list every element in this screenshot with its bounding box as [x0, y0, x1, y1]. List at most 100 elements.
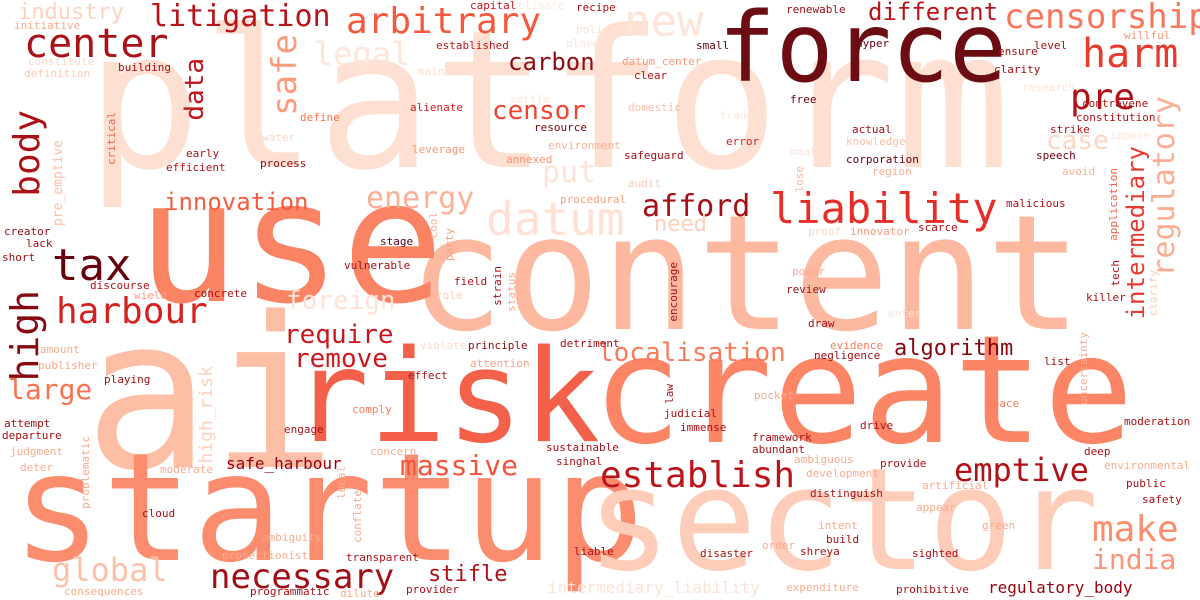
word: liable [574, 545, 614, 558]
word: consequences [64, 585, 144, 598]
word: killer [1086, 291, 1126, 304]
word: enter [888, 307, 922, 320]
word: constitute [28, 55, 95, 68]
word: status [505, 272, 518, 312]
word: maintain [418, 65, 471, 78]
word: lack [26, 237, 53, 250]
word: attention [470, 357, 530, 370]
word: create [592, 304, 1134, 478]
word: appear [916, 501, 956, 514]
word: define [300, 111, 340, 124]
word: deep [1084, 445, 1111, 458]
word: avoid [1062, 165, 1096, 178]
word: censor [492, 96, 586, 126]
word: power [792, 265, 826, 278]
word: negligence [814, 349, 881, 362]
word: ambiguity [262, 531, 322, 544]
word: initiative [14, 19, 81, 32]
word: industry [18, 0, 124, 25]
word: india [1092, 543, 1177, 576]
word: audit [628, 177, 662, 190]
word: policy [576, 23, 616, 36]
word: law [663, 384, 676, 404]
word: framework [752, 431, 812, 444]
word: censorship [1004, 0, 1200, 37]
word: prohibitive [896, 583, 969, 596]
word: wield [134, 289, 168, 302]
word: intermediary [1122, 146, 1150, 320]
word: local [335, 466, 348, 500]
word: efficient [166, 161, 226, 174]
word: cloud [142, 507, 176, 520]
word: problematic [79, 436, 92, 509]
word: green [982, 519, 1016, 532]
word: settle [510, 93, 550, 106]
word: concrete [194, 287, 247, 300]
word: concern [370, 445, 417, 458]
word: drive [860, 419, 894, 432]
word: moderate [160, 463, 213, 476]
word: knowledge [846, 135, 906, 148]
word: effect [408, 369, 448, 382]
word: procedural [560, 193, 627, 206]
word: level [1034, 39, 1068, 52]
word: constitution [1076, 111, 1156, 124]
word: sustainable [546, 441, 619, 454]
word: clarity [994, 63, 1041, 76]
word: definition [24, 67, 91, 80]
word: immense [680, 421, 727, 434]
word: engage [284, 423, 324, 436]
word: judgment [10, 445, 63, 458]
word: sector [586, 438, 1099, 600]
word: tax [52, 240, 132, 291]
word: climate [518, 0, 565, 12]
word: review [786, 283, 826, 296]
word: high_risk [196, 366, 217, 464]
word: amount [40, 343, 80, 356]
word: discourse [90, 279, 150, 292]
word: player [566, 37, 606, 50]
word: party [443, 228, 456, 262]
word: abundant [752, 443, 805, 456]
word: malicious [1006, 197, 1066, 210]
word: detriment [560, 337, 620, 350]
word: clear [634, 69, 668, 82]
word: provider [406, 583, 459, 596]
word: shreya [800, 545, 840, 558]
word: ensure [998, 45, 1038, 58]
word: global [52, 551, 168, 589]
word: disaster [700, 547, 753, 560]
word: need [654, 212, 707, 237]
word: platform [86, 0, 1011, 213]
word: violate [420, 339, 467, 352]
word: lose [793, 166, 806, 193]
word: proof [808, 225, 842, 238]
word: provide [880, 457, 927, 470]
word: body [7, 110, 48, 197]
word: algorithm [894, 336, 1014, 361]
word: capital [470, 0, 517, 12]
word: publisher [38, 359, 98, 372]
word: water [262, 131, 296, 144]
word: expenditure [786, 581, 859, 594]
word: scarce [918, 221, 958, 234]
word: necessary [210, 557, 395, 597]
word: startup [12, 422, 645, 596]
word: safe_harbour [226, 454, 342, 473]
word: localisation [598, 338, 786, 368]
word: corporation [846, 153, 919, 166]
word: domestic [628, 101, 681, 114]
word: dilute [340, 587, 380, 600]
word: field [454, 275, 488, 288]
word: safe [265, 34, 305, 116]
word: departure [2, 429, 62, 442]
word: energy [366, 181, 475, 216]
word: use [137, 144, 445, 342]
word: clarify [1147, 270, 1160, 317]
word: contravene [1082, 97, 1149, 110]
word: encourage [667, 262, 680, 322]
word: development [806, 467, 879, 480]
word: datum [486, 192, 625, 246]
word: artificial [922, 479, 989, 492]
